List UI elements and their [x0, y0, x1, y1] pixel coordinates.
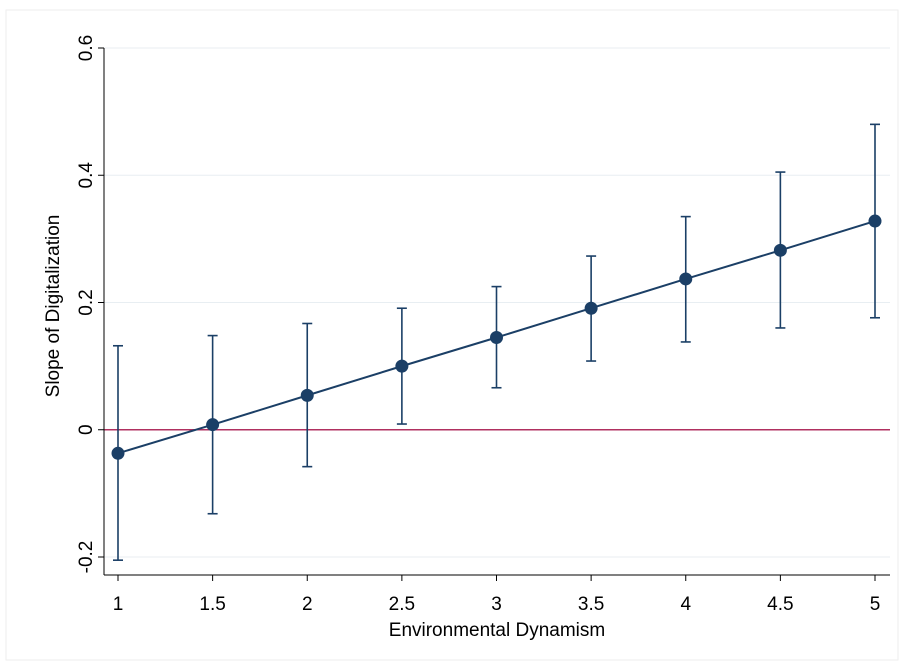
data-point-3 [395, 359, 409, 373]
data-point-8 [868, 214, 882, 228]
data-point-1 [206, 418, 220, 432]
x-tick-label-6: 4 [680, 594, 691, 615]
y-tick-label-1: 0 [76, 424, 97, 435]
x-tick-label-5: 3.5 [578, 594, 604, 615]
series-group [111, 123, 882, 561]
data-point-6 [679, 272, 693, 286]
x-tick-label-8: 5 [870, 594, 881, 615]
chart-frame [5, 9, 899, 661]
ticks-group: -0.2 0 0.2 0.4 0.6 1 1.5 2 2.5 3 3.5 4 4.5 5 [76, 35, 880, 615]
data-point-5 [584, 301, 598, 315]
y-tick-label-3: 0.4 [76, 162, 97, 189]
x-tick-label-4: 3 [491, 594, 502, 615]
x-tick-label-3: 2.5 [389, 594, 415, 615]
x-axis-label: Environmental Dynamism [389, 620, 605, 641]
data-point-4 [490, 330, 503, 344]
grid-lines [104, 47, 890, 558]
x-tick-label-0: 1 [113, 594, 124, 615]
x-tick-label-1: 1.5 [199, 594, 225, 615]
x-tick-label-2: 2 [302, 594, 313, 615]
x-tick-label-7: 4.5 [767, 594, 793, 615]
y-tick-label-4: 0.6 [76, 35, 97, 61]
data-point-0 [111, 446, 125, 460]
data-point-2 [300, 388, 314, 402]
y-tick-label-0: -0.2 [76, 541, 97, 574]
data-point-7 [773, 243, 787, 257]
y-axis-label: Slope of Digitalization [43, 215, 64, 398]
y-tick-label-2: 0.2 [76, 289, 97, 315]
